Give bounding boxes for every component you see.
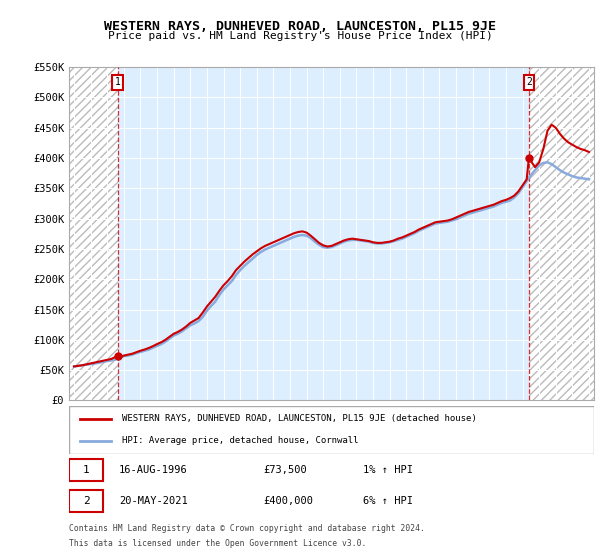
Text: 1: 1: [115, 77, 121, 87]
Text: 2: 2: [526, 77, 532, 87]
Text: £73,500: £73,500: [263, 465, 307, 475]
Text: This data is licensed under the Open Government Licence v3.0.: This data is licensed under the Open Gov…: [69, 539, 367, 548]
Text: 1% ↑ HPI: 1% ↑ HPI: [363, 465, 413, 475]
Text: 6% ↑ HPI: 6% ↑ HPI: [363, 496, 413, 506]
Text: £400,000: £400,000: [263, 496, 313, 506]
Bar: [69, 67, 118, 400]
Text: 20-MAY-2021: 20-MAY-2021: [119, 496, 188, 506]
Text: 16-AUG-1996: 16-AUG-1996: [119, 465, 188, 475]
Text: WESTERN RAYS, DUNHEVED ROAD, LAUNCESTON, PL15 9JE (detached house): WESTERN RAYS, DUNHEVED ROAD, LAUNCESTON,…: [121, 414, 476, 423]
Text: Contains HM Land Registry data © Crown copyright and database right 2024.: Contains HM Land Registry data © Crown c…: [69, 524, 425, 533]
Text: Price paid vs. HM Land Registry's House Price Index (HPI): Price paid vs. HM Land Registry's House …: [107, 31, 493, 41]
Text: HPI: Average price, detached house, Cornwall: HPI: Average price, detached house, Corn…: [121, 436, 358, 445]
Text: 2: 2: [83, 496, 89, 506]
Text: 1: 1: [83, 465, 89, 475]
Text: WESTERN RAYS, DUNHEVED ROAD, LAUNCESTON, PL15 9JE: WESTERN RAYS, DUNHEVED ROAD, LAUNCESTON,…: [104, 20, 496, 33]
FancyBboxPatch shape: [69, 489, 103, 512]
FancyBboxPatch shape: [69, 406, 594, 454]
FancyBboxPatch shape: [69, 459, 103, 481]
Bar: [529, 67, 594, 400]
